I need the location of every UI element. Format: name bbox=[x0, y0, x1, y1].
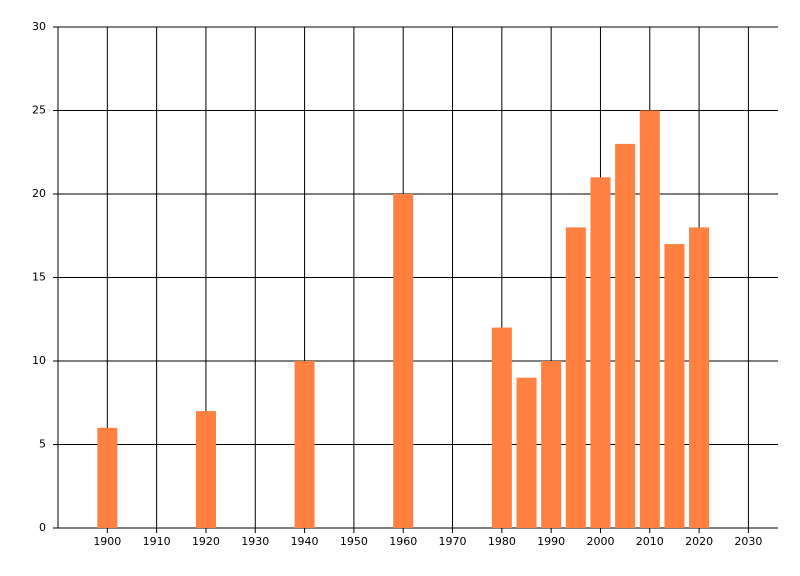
y-tick-label: 25 bbox=[32, 104, 46, 117]
y-tick-label: 20 bbox=[32, 187, 46, 200]
bar bbox=[664, 244, 685, 528]
x-tick-label: 1910 bbox=[143, 535, 171, 548]
bar bbox=[393, 194, 414, 528]
bar bbox=[590, 177, 611, 529]
bar bbox=[541, 361, 562, 528]
bar bbox=[615, 143, 636, 528]
x-tick-label: 2010 bbox=[636, 535, 664, 548]
bar bbox=[516, 377, 537, 528]
x-tick-label: 1930 bbox=[241, 535, 269, 548]
bar bbox=[639, 110, 660, 528]
y-tick-label: 15 bbox=[32, 271, 46, 284]
bar bbox=[294, 361, 315, 528]
x-tick-label: 1940 bbox=[291, 535, 319, 548]
x-tick-label: 2030 bbox=[734, 535, 762, 548]
x-tick-label: 1960 bbox=[389, 535, 417, 548]
x-tick-label: 1950 bbox=[340, 535, 368, 548]
x-tick-label: 2020 bbox=[685, 535, 713, 548]
y-tick-label: 30 bbox=[32, 20, 46, 33]
x-tick-label: 2000 bbox=[586, 535, 614, 548]
bar bbox=[565, 227, 586, 528]
x-tick-label: 1900 bbox=[93, 535, 121, 548]
y-tick-label: 5 bbox=[39, 438, 46, 451]
bar bbox=[97, 427, 118, 528]
x-tick-label: 1920 bbox=[192, 535, 220, 548]
bar bbox=[689, 227, 710, 528]
y-tick-label: 10 bbox=[32, 354, 46, 367]
bar bbox=[491, 327, 512, 528]
x-tick-label: 1970 bbox=[439, 535, 467, 548]
bar bbox=[195, 411, 216, 528]
x-tick-label: 1980 bbox=[488, 535, 516, 548]
y-tick-label: 0 bbox=[39, 521, 46, 534]
x-tick-label: 1990 bbox=[537, 535, 565, 548]
